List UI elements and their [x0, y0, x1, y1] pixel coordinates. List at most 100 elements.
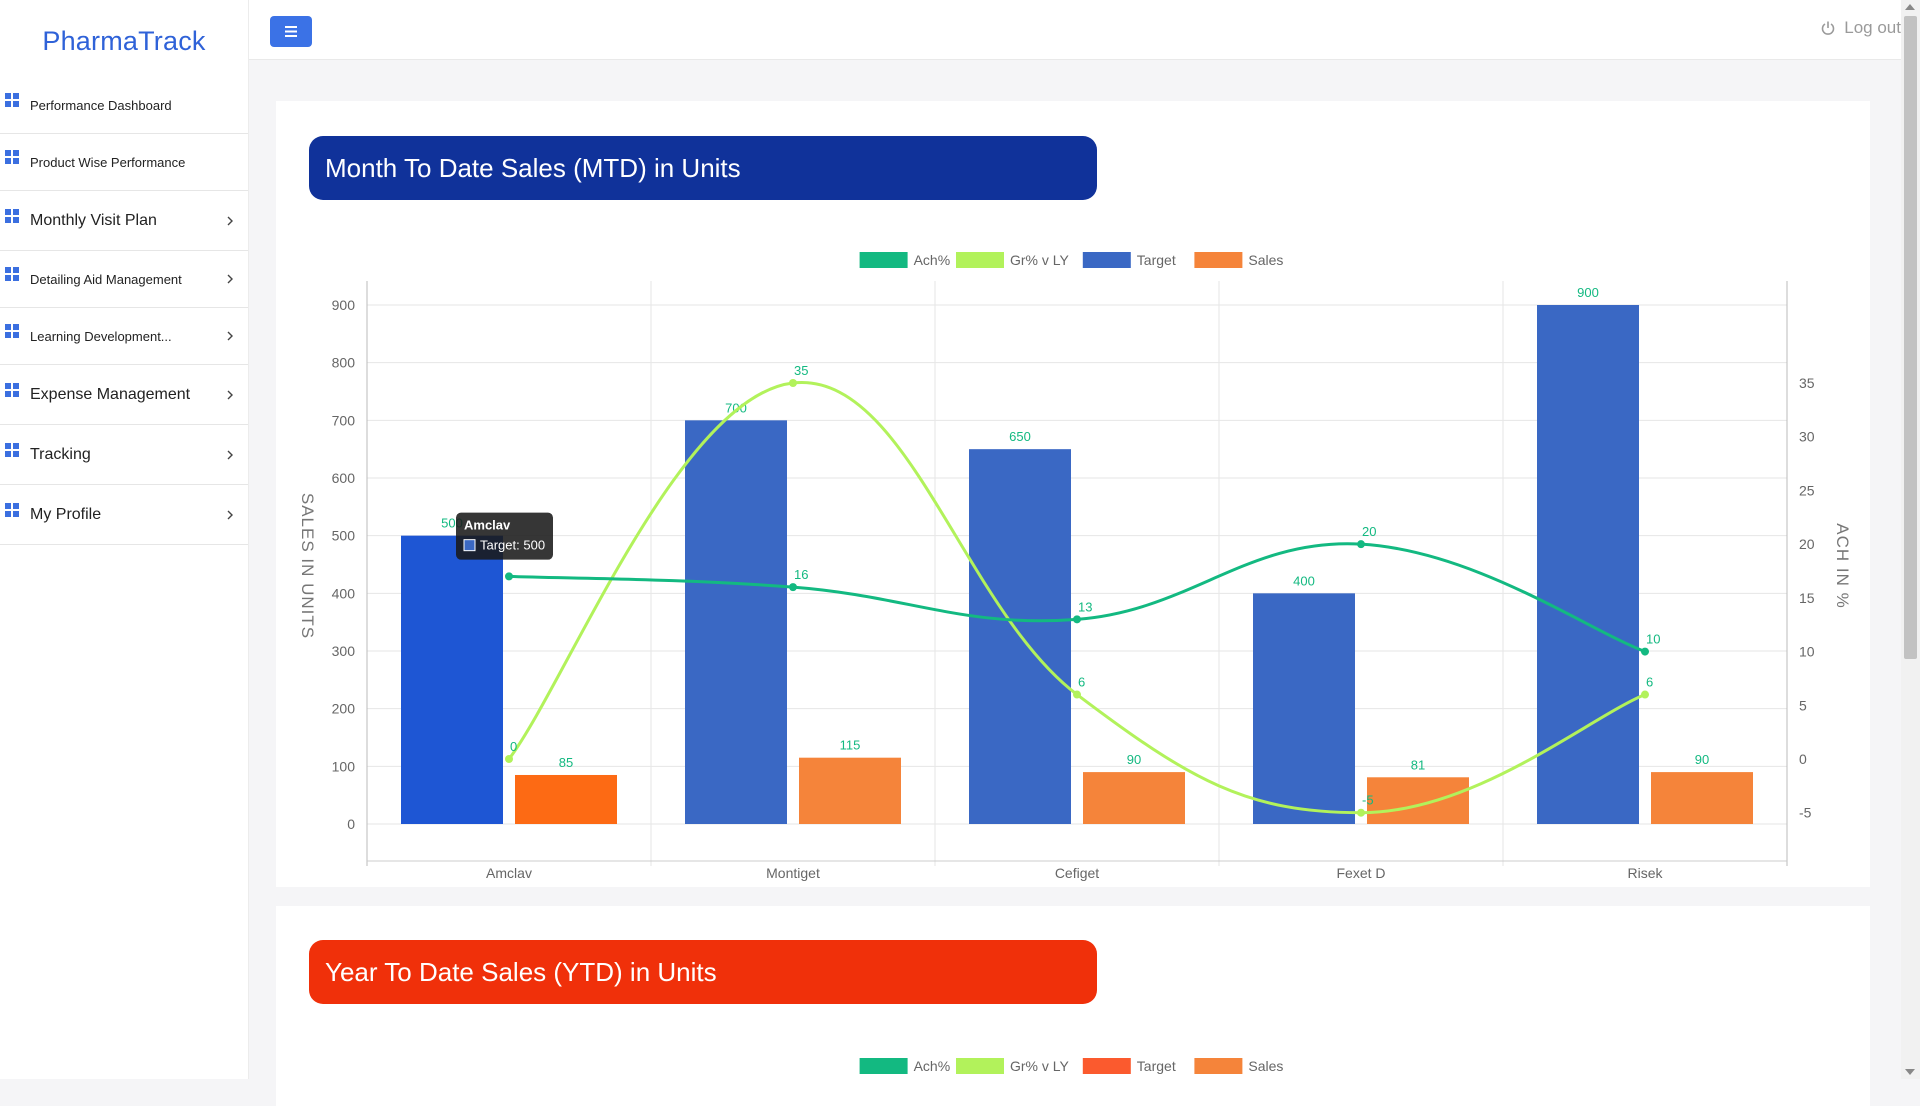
- y2-tick-label: 30: [1799, 429, 1815, 445]
- legend-label-gr-v-ly: Gr% v LY: [1010, 1058, 1070, 1074]
- data-label-ach: 16: [794, 567, 808, 582]
- sidebar-item-my-profile[interactable]: My Profile: [0, 485, 248, 545]
- bar-sales-amclav: [515, 774, 617, 824]
- sidebar-item-learning-development[interactable]: Learning Development...: [0, 308, 248, 365]
- menu-toggle-button[interactable]: [270, 16, 312, 47]
- data-label-gr-v-ly: 6: [1078, 675, 1085, 690]
- logout-button[interactable]: Log out: [1820, 18, 1901, 38]
- tooltip-text: Target: 500: [480, 538, 545, 553]
- sidebar-item-label: Product Wise Performance: [30, 154, 186, 170]
- grid-icon: [5, 208, 19, 223]
- data-label-sales: 90: [1695, 752, 1709, 767]
- y2-tick-label: 35: [1799, 375, 1815, 391]
- data-label-ach: 10: [1646, 632, 1660, 647]
- y-tick-label: 600: [332, 470, 356, 486]
- data-label-target: 650: [1009, 429, 1031, 444]
- sidebar-item-performance-dashboard[interactable]: Performance Dashboard: [0, 77, 248, 134]
- data-label-sales: 85: [559, 755, 573, 770]
- legend-swatch-sales: [1194, 252, 1243, 268]
- data-label-sales: 115: [840, 738, 861, 753]
- legend-label-sales: Sales: [1248, 1058, 1283, 1074]
- sidebar-item-detailing-aid-management[interactable]: Detailing Aid Management: [0, 251, 248, 308]
- bar-target-montiget: [685, 420, 787, 824]
- chevron-right-icon: [227, 331, 233, 341]
- chevron-right-icon: [227, 216, 233, 225]
- y2-tick-label: 25: [1799, 482, 1815, 498]
- grid-icon: [5, 502, 19, 517]
- x-tick-label: Risek: [1627, 865, 1663, 881]
- legend-label-sales: Sales: [1248, 252, 1283, 268]
- y2-axis-title: ACH IN %: [1833, 523, 1852, 608]
- data-label-sales: 90: [1127, 752, 1141, 767]
- sidebar-item-label: My Profile: [30, 505, 102, 523]
- top-bar: Log out: [249, 0, 1901, 60]
- legend-swatch-gr-v-ly: [956, 252, 1004, 268]
- legend-label-gr-v-ly: Gr% v LY: [1010, 252, 1070, 268]
- ytd-chart-legend[interactable]: Ach% Gr% v LY Target Sales: [276, 906, 1870, 1106]
- legend-label-ach: Ach%: [914, 252, 951, 268]
- bar-sales-montiget: [799, 757, 901, 824]
- mtd-title-banner: Month To Date Sales (MTD) in Units: [309, 136, 1097, 200]
- bar-sales-risek: [1651, 772, 1753, 824]
- sidebar-item-monthly-visit-plan[interactable]: Monthly Visit Plan: [0, 191, 248, 251]
- legend-swatch-gr-v-ly: [956, 1058, 1004, 1074]
- scroll-down-arrow-icon[interactable]: [1905, 1069, 1915, 1075]
- series-point-gr-v-ly: [1641, 690, 1649, 699]
- bar-target-fexet-d: [1253, 593, 1355, 824]
- bar-target-amclav: [401, 535, 503, 824]
- sidebar-item-label: Learning Development...: [30, 328, 172, 344]
- data-label-gr-v-ly: -5: [1362, 793, 1374, 808]
- data-label-sales: 81: [1411, 757, 1425, 772]
- legend-swatch-target: [1082, 1058, 1131, 1074]
- legend-swatch-ach: [859, 252, 908, 268]
- x-tick-label: Fexet D: [1336, 865, 1385, 881]
- y-tick-label: 0: [347, 816, 355, 832]
- x-tick-label: Montiget: [766, 865, 820, 881]
- sidebar-item-tracking[interactable]: Tracking: [0, 425, 248, 485]
- tooltip-swatch: [463, 539, 476, 552]
- series-point-ach: [1357, 540, 1365, 549]
- ytd-title-banner: Year To Date Sales (YTD) in Units: [309, 940, 1097, 1004]
- y2-tick-label: -5: [1799, 805, 1812, 821]
- y-axis-title: SALES IN UNITS: [298, 493, 317, 639]
- y-tick-label: 100: [332, 758, 356, 774]
- y-tick-label: 700: [332, 412, 356, 428]
- legend-label-ach: Ach%: [914, 1058, 951, 1074]
- sidebar-item-label: Tracking: [30, 445, 91, 463]
- bar-target-risek: [1537, 305, 1639, 824]
- bar-sales-fexet-d: [1367, 777, 1469, 824]
- legend-label-target: Target: [1137, 1058, 1176, 1074]
- data-label-ach: 13: [1078, 599, 1092, 614]
- chevron-right-icon: [227, 510, 233, 519]
- y2-tick-label: 20: [1799, 536, 1815, 552]
- x-tick-label: Cefiget: [1055, 865, 1099, 881]
- scroll-up-arrow-icon[interactable]: [1905, 4, 1915, 10]
- sidebar-item-label: Detailing Aid Management: [30, 271, 182, 287]
- brand-logo[interactable]: PharmaTrack: [42, 26, 206, 56]
- sidebar-item-product-wise-performance[interactable]: Product Wise Performance: [0, 134, 248, 191]
- mtd-card: Month To Date Sales (MTD) in Units 0 100 2…: [276, 101, 1870, 887]
- data-label-target: 400: [1293, 573, 1315, 588]
- bar-sales-cefiget: [1083, 772, 1185, 824]
- tooltip-title: Amclav: [464, 518, 511, 533]
- series-point-gr-v-ly: [1073, 690, 1081, 699]
- grid-icon: [5, 442, 19, 457]
- y-tick-label: 400: [332, 585, 356, 601]
- sidebar-item-expense-management[interactable]: Expense Management: [0, 365, 248, 425]
- data-label-gr-v-ly: 0: [510, 739, 517, 754]
- power-icon: [1821, 21, 1835, 35]
- sidebar-item-label: Expense Management: [30, 385, 191, 403]
- data-label-gr-v-ly: 35: [794, 363, 808, 378]
- legend-swatch-sales: [1194, 1058, 1243, 1074]
- y-tick-label: 300: [332, 643, 356, 659]
- chevron-right-icon: [227, 390, 233, 399]
- y-tick-label: 500: [332, 528, 356, 544]
- mtd-chart[interactable]: 0100200300400500600700800900-50510152025…: [276, 101, 1870, 887]
- x-tick-label: Amclav: [486, 865, 532, 881]
- legend-swatch-ach: [859, 1058, 908, 1074]
- grid-icon: [5, 150, 19, 164]
- scroll-thumb[interactable]: [1904, 16, 1917, 659]
- y2-tick-label: 0: [1799, 751, 1807, 767]
- page-scrollbar[interactable]: [1901, 0, 1920, 1079]
- series-point-ach: [1073, 615, 1081, 624]
